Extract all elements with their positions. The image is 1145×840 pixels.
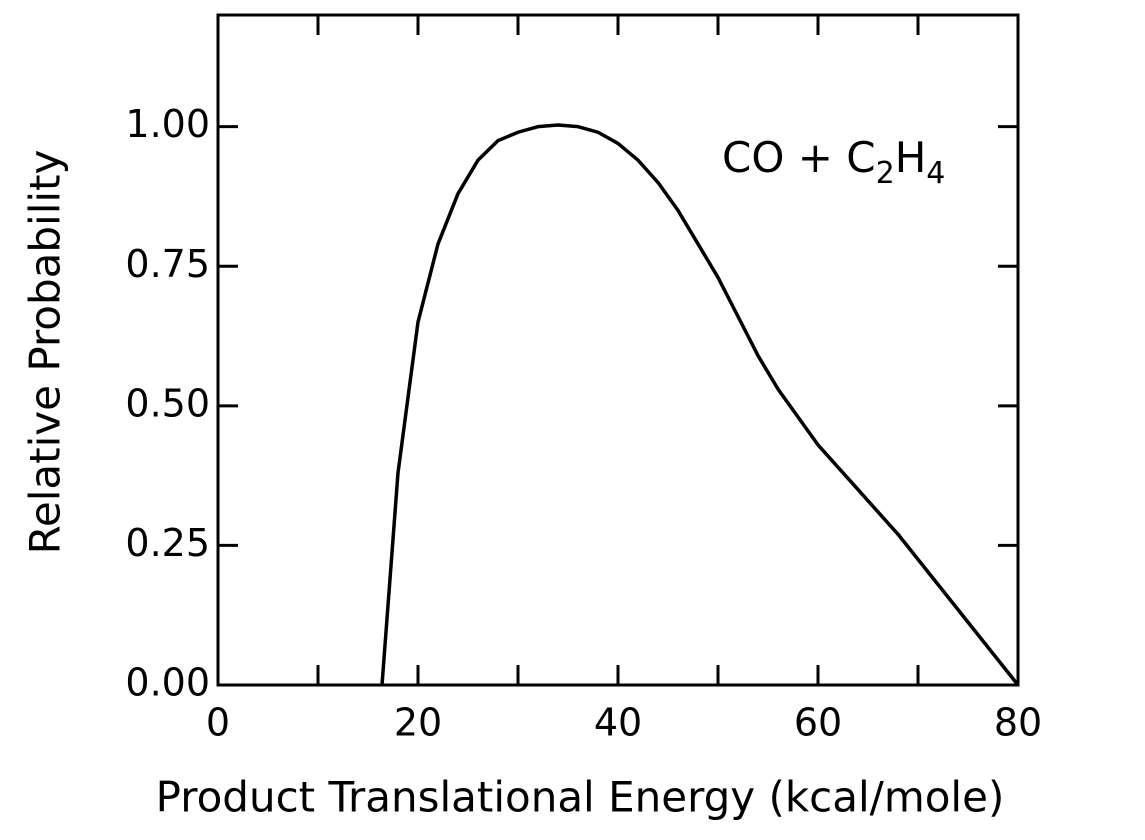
x-tick-label: 80 <box>994 701 1042 745</box>
y-tick-label: 0.00 <box>125 661 210 705</box>
annotation-sub: 2 <box>876 156 895 191</box>
y-tick-label: 0.50 <box>125 381 210 425</box>
plot-frame <box>216 13 1020 687</box>
annotation-text: H <box>895 133 927 182</box>
annotation-text: CO + C <box>722 133 876 182</box>
y-tick-label: 1.00 <box>125 102 210 146</box>
x-tick-label: 60 <box>794 701 842 745</box>
y-axis-label: Relative Probability <box>21 150 70 555</box>
x-tick-label: 20 <box>394 701 442 745</box>
annotation-sub: 4 <box>926 156 945 191</box>
y-tick-label: 0.25 <box>125 521 210 565</box>
y-tick-label: 0.75 <box>125 242 210 286</box>
x-axis-label: Product Translational Energy (kcal/mole) <box>156 773 1005 822</box>
line-series <box>380 123 1020 687</box>
x-tick-label: 0 <box>206 701 230 745</box>
annotation: CO + C2H4 <box>722 133 945 191</box>
x-tick-label: 40 <box>594 701 642 745</box>
